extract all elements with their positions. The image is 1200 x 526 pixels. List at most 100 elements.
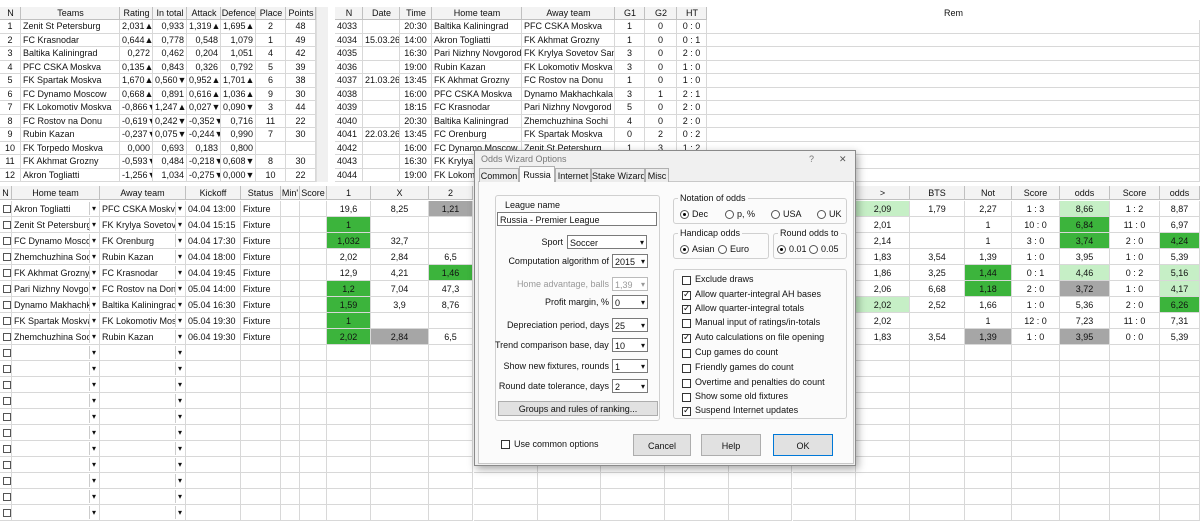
dropdown-button[interactable] (89, 362, 99, 375)
checkbox[interactable] (682, 334, 691, 343)
radio-label[interactable]: 0.05 (821, 244, 839, 254)
row-checkbox[interactable] (3, 429, 11, 437)
checkbox[interactable] (682, 379, 691, 388)
checkbox-label[interactable]: Use common options (514, 439, 599, 449)
radio-label[interactable]: UK (829, 209, 842, 219)
checkbox[interactable] (682, 319, 691, 328)
column-header[interactable] (432, 7, 522, 20)
dropdown-button[interactable] (175, 346, 185, 359)
number-input[interactable]: 2015 (612, 254, 648, 268)
dropdown-button[interactable] (89, 250, 99, 263)
column-header[interactable]: Score (1110, 186, 1160, 200)
column-header[interactable]: X (371, 186, 429, 200)
column-header[interactable] (522, 7, 615, 20)
checkbox-label[interactable]: Auto calculations on file opening (695, 332, 825, 342)
dropdown-button[interactable] (175, 330, 185, 343)
number-input[interactable]: 10 (612, 338, 648, 352)
row-checkbox[interactable] (3, 333, 11, 341)
dropdown-button[interactable] (175, 314, 185, 327)
radio[interactable] (680, 245, 689, 254)
row-checkbox[interactable] (3, 253, 11, 261)
dropdown-button[interactable] (89, 426, 99, 439)
dropdown-button[interactable] (175, 394, 185, 407)
column-header[interactable] (187, 7, 221, 20)
checkbox[interactable] (501, 440, 510, 449)
dropdown-button[interactable] (89, 266, 99, 279)
scrollbar[interactable] (316, 7, 328, 182)
dropdown-button[interactable] (175, 266, 185, 279)
checkbox[interactable] (682, 305, 691, 314)
button[interactable]: Cancel (633, 434, 691, 456)
column-header[interactable]: 2 (429, 186, 473, 200)
row-checkbox[interactable] (3, 221, 11, 229)
dropdown-button[interactable] (175, 378, 185, 391)
column-header[interactable] (677, 7, 707, 20)
radio-label[interactable]: Asian (692, 244, 715, 254)
column-header[interactable] (335, 7, 363, 20)
row-checkbox[interactable] (3, 301, 11, 309)
number-input[interactable]: 25 (612, 318, 648, 332)
column-header[interactable]: Not (965, 186, 1012, 200)
column-header[interactable] (120, 7, 153, 20)
dropdown-button[interactable] (175, 250, 185, 263)
help-button[interactable]: ? (809, 154, 815, 164)
dropdown-button[interactable] (89, 410, 99, 423)
row-checkbox[interactable] (3, 413, 11, 421)
tab[interactable]: Stake Wizard (591, 168, 645, 182)
dropdown-button[interactable] (89, 506, 99, 519)
column-header[interactable]: > (856, 186, 910, 200)
checkbox-label[interactable]: Show some old fixtures (695, 391, 789, 401)
dropdown-button[interactable] (89, 394, 99, 407)
dropdown-button[interactable] (175, 282, 185, 295)
column-header[interactable]: Home team (12, 186, 100, 200)
tab[interactable]: Russia (519, 166, 555, 182)
checkbox[interactable] (682, 393, 691, 402)
radio[interactable] (777, 245, 786, 254)
checkbox[interactable] (682, 276, 691, 285)
number-input[interactable]: 0 (612, 295, 648, 309)
checkbox-label[interactable]: Allow quarter-integral totals (695, 303, 805, 313)
dropdown-button[interactable] (175, 426, 185, 439)
text-input[interactable]: Russia - Premier League (497, 212, 657, 226)
column-header[interactable] (221, 7, 256, 20)
column-header[interactable]: Status (241, 186, 281, 200)
row-checkbox[interactable] (3, 381, 11, 389)
column-header[interactable]: Away team (100, 186, 186, 200)
checkbox-label[interactable]: Allow quarter-integral AH bases (695, 289, 822, 299)
column-header[interactable]: odds (1160, 186, 1200, 200)
dropdown-button[interactable] (89, 490, 99, 503)
row-checkbox[interactable] (3, 509, 11, 517)
radio-label[interactable]: USA (783, 209, 802, 219)
row-checkbox[interactable] (3, 317, 11, 325)
number-input[interactable]: 1 (612, 359, 648, 373)
dropdown-button[interactable] (175, 362, 185, 375)
checkbox-label[interactable]: Manual input of ratings/in-totals (695, 317, 821, 327)
column-header[interactable]: 1 (327, 186, 371, 200)
column-header[interactable]: BTS (910, 186, 965, 200)
dropdown-button[interactable] (89, 474, 99, 487)
column-header[interactable] (21, 7, 120, 20)
checkbox[interactable] (682, 364, 691, 373)
column-header[interactable]: odds (1060, 186, 1110, 200)
column-header[interactable] (153, 7, 187, 20)
row-checkbox[interactable] (3, 269, 11, 277)
row-checkbox[interactable] (3, 285, 11, 293)
row-checkbox[interactable] (3, 493, 11, 501)
radio[interactable] (680, 210, 689, 219)
dropdown-button[interactable] (89, 346, 99, 359)
checkbox[interactable] (682, 349, 691, 358)
number-input[interactable]: 2 (612, 379, 648, 393)
row-checkbox[interactable] (3, 477, 11, 485)
dropdown-button[interactable] (89, 458, 99, 471)
dropdown-button[interactable] (89, 218, 99, 231)
row-checkbox[interactable] (3, 461, 11, 469)
column-header[interactable]: Kickoff (186, 186, 241, 200)
dropdown-button[interactable] (175, 234, 185, 247)
column-header[interactable] (0, 7, 21, 20)
radio[interactable] (809, 245, 818, 254)
column-header[interactable]: Score (300, 186, 327, 200)
checkbox-label[interactable]: Exclude draws (695, 274, 754, 284)
close-button[interactable] (837, 153, 849, 166)
radio[interactable] (771, 210, 780, 219)
checkbox-label[interactable]: Cup games do count (695, 347, 779, 357)
